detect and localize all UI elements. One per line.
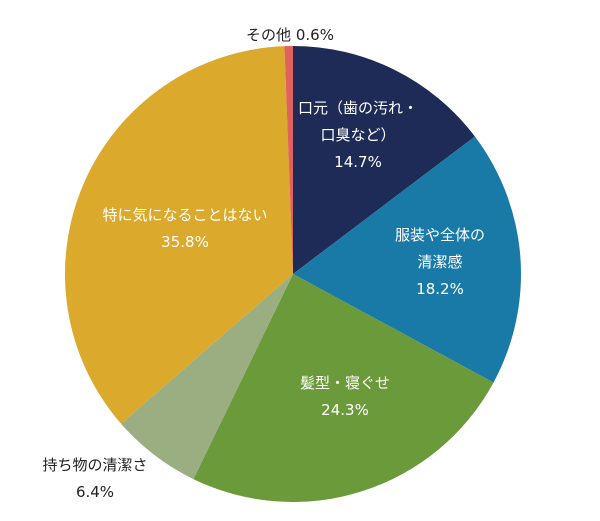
value-label: 24.3% (321, 401, 369, 419)
pie-slice (293, 136, 521, 383)
pie-slice (65, 46, 293, 424)
slice-label: その他 0.6% (246, 22, 334, 49)
pie-slice (293, 46, 475, 274)
category-label: 服装や全体の 清潔感 (394, 226, 486, 271)
value-label: 35.8% (161, 233, 209, 251)
pie-slice (193, 274, 494, 502)
pie-slice (121, 274, 293, 480)
category-label: 特に気になることはない (102, 206, 268, 224)
value-label: 0.6% (295, 26, 334, 44)
category-label: 口元（歯の汚れ・ 口臭など） (297, 99, 419, 144)
slice-label: 特に気になることはない 35.8% (102, 202, 267, 256)
pie-slice (284, 46, 293, 274)
slice-label: 服装や全体の 清潔感 18.2% (395, 222, 485, 303)
slice-label: 持ち物の清潔さ 6.4% (42, 452, 147, 506)
category-label: 髪型・寝ぐせ (299, 374, 391, 392)
category-label: その他 (246, 26, 292, 44)
value-label: 14.7% (334, 153, 382, 171)
value-label: 18.2% (416, 280, 464, 298)
slice-label: 髪型・寝ぐせ 24.3% (300, 370, 390, 424)
value-label: 6.4% (75, 483, 115, 501)
slice-label: 口元（歯の汚れ・ 口臭など） 14.7% (298, 95, 418, 176)
category-label: 持ち物の清潔さ (42, 456, 148, 474)
